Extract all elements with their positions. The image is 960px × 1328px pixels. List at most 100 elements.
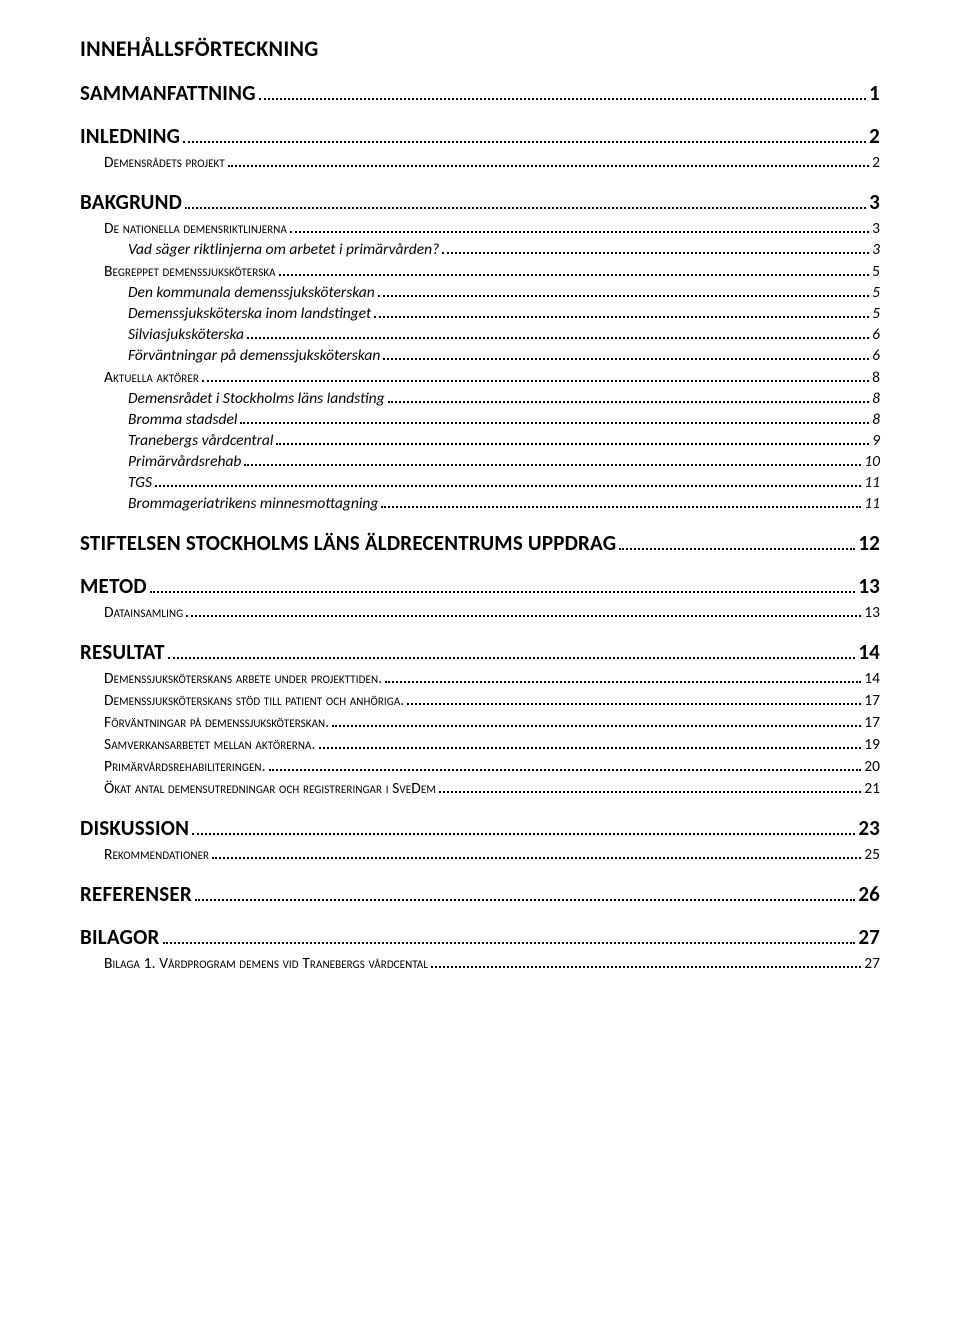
toc-entry-page: 8 (872, 368, 880, 387)
toc-leader-dots (244, 457, 861, 466)
toc-leader-dots (155, 478, 861, 487)
toc-leader-dots (431, 959, 861, 968)
toc-entry-label: Bilaga 1. Vårdprogram demens vid Tranebe… (104, 954, 428, 973)
toc-leader-dots (183, 130, 866, 143)
toc-entry: STIFTELSEN STOCKHOLMS LÄNS ÄLDRECENTRUMS… (80, 530, 880, 556)
toc-leader-dots (439, 784, 861, 793)
toc-entry: Primärvårdsrehabiliteringen. 20 (104, 757, 880, 776)
toc-entry: Förväntningar på demenssjuksköterskan.17 (104, 713, 880, 732)
toc-entry-label: Den kommunala demenssjuksköterskan (128, 283, 375, 302)
toc-leader-dots (168, 646, 856, 659)
toc-entry: Primärvårdsrehab 10 (128, 452, 880, 471)
toc-entry-page: 3 (869, 189, 880, 215)
toc-entry-label: Brommageriatrikens minnesmottagning (128, 494, 378, 513)
toc-entry-label: Silviasjuksköterska (128, 325, 244, 344)
toc-entry-label: Datainsamling (104, 603, 183, 622)
toc-entry-label: Demenssjuksköterskans stöd till patient … (104, 691, 404, 710)
toc-entry-page: 25 (864, 845, 880, 864)
toc-leader-dots (202, 373, 869, 382)
toc-entry: BAKGRUND3 (80, 189, 880, 215)
toc-leader-dots (319, 740, 862, 749)
toc-entry-label: Tranebergs vårdcentral (128, 431, 273, 450)
toc-entry-label: INLEDNING (80, 123, 180, 149)
toc-entry-label: Begreppet demenssjuksköterska (104, 262, 276, 281)
toc-leader-dots (195, 888, 855, 901)
toc-entry-label: TGS (128, 473, 152, 492)
toc-entry: TGS 11 (128, 473, 880, 492)
toc-leader-dots (240, 415, 869, 424)
toc-entry-label: De nationella demensriktlinjerna (104, 219, 287, 238)
toc-leader-dots (212, 850, 861, 859)
toc-leader-dots (619, 537, 855, 550)
toc-entry: Förväntningar på demenssjuksköterskan6 (128, 346, 880, 365)
toc-entry-label: STIFTELSEN STOCKHOLMS LÄNS ÄLDRECENTRUMS… (80, 530, 616, 556)
toc-entry: INLEDNING 2 (80, 123, 880, 149)
toc-leader-dots (150, 580, 855, 593)
toc-entry: SAMMANFATTNING1 (80, 80, 880, 106)
toc-entry: Demensrådet i Stockholms läns landsting 8 (128, 389, 880, 408)
toc-entry-page: 14 (858, 639, 880, 665)
toc-entry-label: BILAGOR (80, 924, 160, 950)
toc-entry-label: Primärvårdsrehab (128, 452, 241, 471)
toc-entry: Demenssjuksköterska inom landstinget5 (128, 304, 880, 323)
toc-entry-page: 21 (864, 779, 880, 798)
toc-leader-dots (259, 87, 866, 100)
toc-entry-page: 11 (864, 473, 880, 492)
toc-entry-page: 8 (872, 389, 880, 408)
toc-leader-dots (385, 674, 861, 683)
toc-entry-page: 20 (864, 757, 880, 776)
toc-entry-page: 3 (872, 219, 880, 238)
toc-entry-label: Primärvårdsrehabiliteringen. (104, 757, 266, 776)
toc-entry-page: 11 (864, 494, 880, 513)
toc-entry-label: REFERENSER (80, 881, 192, 907)
toc-leader-dots (186, 608, 861, 617)
toc-entry-page: 5 (872, 262, 880, 281)
toc-entry: Den kommunala demenssjuksköterskan5 (128, 283, 880, 302)
toc-leader-dots (332, 718, 861, 727)
toc-entry-page: 9 (872, 431, 880, 450)
toc-leader-dots (247, 330, 869, 339)
toc-title: INNEHÅLLSFÖRTECKNING (80, 35, 880, 62)
toc-entry-page: 27 (864, 954, 880, 973)
toc-entry-label: Demensrådet i Stockholms läns landsting (128, 389, 385, 408)
toc-entry-label: DISKUSSION (80, 815, 189, 841)
toc-entry-label: Demensrådets projekt (104, 153, 225, 172)
toc-leader-dots (374, 309, 869, 318)
toc-entry-page: 5 (872, 304, 880, 323)
toc-entry: Samverkansarbetet mellan aktörerna.19 (104, 735, 880, 754)
toc-entry: Tranebergs vårdcentral 9 (128, 431, 880, 450)
toc-leader-dots (381, 499, 861, 508)
toc-entry-page: 13 (864, 603, 880, 622)
toc-entry-page: 8 (872, 410, 880, 429)
toc-entry: Bilaga 1. Vårdprogram demens vid Tranebe… (104, 954, 880, 973)
toc-entry-page: 3 (872, 240, 880, 259)
toc-entry-page: 2 (869, 123, 880, 149)
toc-entry: BILAGOR27 (80, 924, 880, 950)
toc-entry: Demensrådets projekt 2 (104, 153, 880, 172)
toc-entry-label: Demenssjuksköterskans arbete under proje… (104, 669, 382, 688)
toc-leader-dots (290, 224, 869, 233)
toc-entry-label: Bromma stadsdel (128, 410, 237, 429)
toc-entry-label: Ökat antal demensutredningar och registr… (104, 779, 436, 798)
toc-leader-dots (378, 288, 869, 297)
toc-entry-page: 23 (858, 815, 880, 841)
toc-entry-label: RESULTAT (80, 639, 165, 665)
toc-entry: Ökat antal demensutredningar och registr… (104, 779, 880, 798)
toc-entry-page: 6 (872, 325, 880, 344)
toc-entry: Bromma stadsdel 8 (128, 410, 880, 429)
toc-entry-label: Aktuella aktörer (104, 368, 199, 387)
toc-entry: Aktuella aktörer 8 (104, 368, 880, 387)
toc-entry: Demenssjuksköterskans arbete under proje… (104, 669, 880, 688)
toc-leader-dots (383, 351, 869, 360)
toc-entry-label: Rekommendationer (104, 845, 209, 864)
toc-leader-dots (279, 267, 869, 276)
toc-entry-page: 12 (858, 530, 880, 556)
toc-leader-dots (163, 931, 856, 944)
toc-entry-label: Vad säger riktlinjerna om arbetet i prim… (128, 240, 439, 259)
toc-entry-page: 26 (858, 881, 880, 907)
toc-leader-dots (388, 394, 870, 403)
toc-leader-dots (269, 762, 862, 771)
toc-entry-page: 2 (872, 153, 880, 172)
toc-entry: Vad säger riktlinjerna om arbetet i prim… (128, 240, 880, 259)
toc-entry-page: 10 (864, 452, 880, 471)
